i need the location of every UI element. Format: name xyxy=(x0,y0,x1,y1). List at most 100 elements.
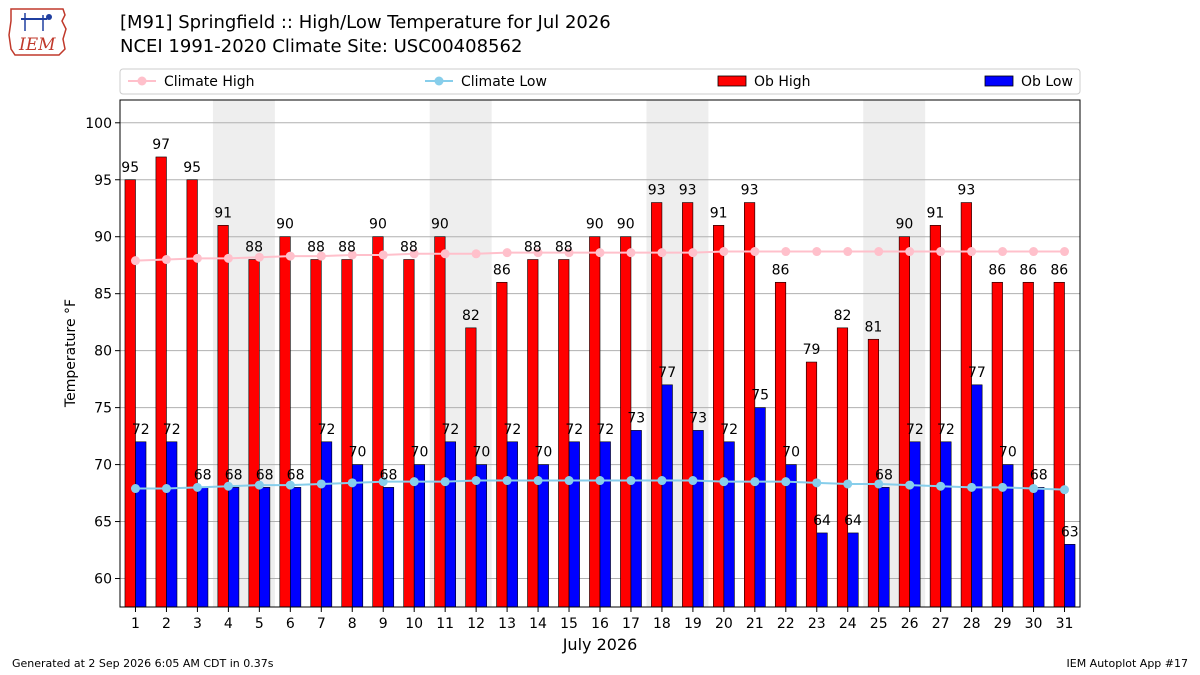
ob-high-bar xyxy=(372,236,384,608)
x-tick-label: 7 xyxy=(317,616,326,632)
ob-low-label: 73 xyxy=(689,410,707,426)
x-tick-label: 18 xyxy=(653,616,671,632)
ob-low-label: 68 xyxy=(380,467,398,483)
ob-high-label: 91 xyxy=(926,205,944,221)
ob-low-bar xyxy=(847,532,859,608)
climate-low-point xyxy=(936,481,946,491)
ob-high-label: 79 xyxy=(803,342,821,358)
ob-high-bar xyxy=(155,156,167,608)
climate-low-point xyxy=(471,476,481,486)
y-tick-label: 70 xyxy=(94,458,112,474)
x-tick-label: 13 xyxy=(498,616,516,632)
climate-low-point xyxy=(223,481,233,491)
ob-high-label: 91 xyxy=(710,205,728,221)
ob-high-bar xyxy=(248,259,260,608)
ob-high-label: 86 xyxy=(1050,262,1068,278)
x-tick-label: 20 xyxy=(715,616,733,632)
ob-low-bar xyxy=(568,441,580,608)
x-tick-label: 8 xyxy=(348,616,357,632)
climate-low-point xyxy=(719,477,729,487)
climate-low-point xyxy=(626,476,636,486)
ob-high-bar xyxy=(1022,281,1034,608)
ob-low-label: 70 xyxy=(472,445,490,461)
bars xyxy=(124,156,1076,608)
ob-high-label: 95 xyxy=(183,160,201,176)
ob-high-label: 90 xyxy=(586,217,604,233)
data-labels: 95 97 95 91 88 90 88 88 90 88 90 82 86 88 88 90 90 93 93 91… xyxy=(121,137,1078,540)
climate-high-point xyxy=(998,247,1008,257)
ob-low-bar xyxy=(940,441,952,608)
climate-high-point xyxy=(378,250,388,260)
ob-low-label: 72 xyxy=(720,422,738,438)
ob-low-label: 72 xyxy=(596,422,614,438)
ob-low-label: 72 xyxy=(318,422,336,438)
ob-high-bar xyxy=(124,179,136,608)
x-tick-label: 30 xyxy=(1025,616,1043,632)
ob-high-bar xyxy=(744,202,756,608)
climate-low-point xyxy=(750,477,760,487)
ob-low-bar xyxy=(413,464,426,608)
ob-low-label: 68 xyxy=(194,467,212,483)
x-tick-label: 12 xyxy=(467,616,485,632)
climate-low-point xyxy=(533,476,543,486)
ob-high-label: 86 xyxy=(772,262,790,278)
ob-high-label: 95 xyxy=(121,160,139,176)
climate-high-point xyxy=(1060,247,1070,257)
ob-low-bar xyxy=(506,441,518,608)
climate-low-point xyxy=(874,479,884,489)
legend: Climate High Climate Low Ob High Ob Low xyxy=(119,68,1081,95)
climate-low-point xyxy=(409,477,419,487)
y-tick-label: 95 xyxy=(94,173,112,189)
climate-low-point xyxy=(781,477,791,487)
y-tick-label: 65 xyxy=(94,515,112,531)
climate-high-point xyxy=(161,255,171,265)
climate-high-point xyxy=(688,248,698,258)
ob-low-bar xyxy=(135,441,147,608)
climate-high-point xyxy=(285,251,295,261)
ob-low-bar xyxy=(816,532,828,608)
x-tick-label: 19 xyxy=(684,616,702,632)
logo-text: IEM xyxy=(18,35,56,55)
ob-high-label: 86 xyxy=(493,262,511,278)
ob-high-label: 86 xyxy=(988,262,1006,278)
climate-lines xyxy=(130,247,1070,495)
climate-high-point xyxy=(905,247,915,257)
ob-low-label: 72 xyxy=(163,422,181,438)
ob-low-label: 68 xyxy=(256,467,274,483)
ob-low-bar xyxy=(1033,487,1045,608)
ob-high-bar xyxy=(713,225,725,608)
climate-high-point xyxy=(657,248,667,258)
ob-high-label: 93 xyxy=(957,183,975,199)
x-tick-label: 21 xyxy=(746,616,764,632)
climate-low-point xyxy=(254,480,264,490)
climate-low-point xyxy=(1029,484,1039,494)
climate-high-point xyxy=(936,247,946,257)
ob-low-bar xyxy=(630,430,642,608)
ob-high-label: 97 xyxy=(152,137,170,153)
ob-high-label: 90 xyxy=(431,217,449,233)
x-tick-label: 1 xyxy=(131,616,140,632)
ob-high-label: 90 xyxy=(617,217,635,233)
x-tick-label: 11 xyxy=(436,616,454,632)
climate-low-point xyxy=(285,480,295,490)
climate-low-point xyxy=(440,477,450,487)
ob-high-label: 88 xyxy=(555,240,573,256)
ob-high-label: 82 xyxy=(834,308,852,324)
climate-high-point xyxy=(502,248,512,258)
climate-low-point xyxy=(812,478,822,488)
legend-marker xyxy=(434,76,444,86)
ob-low-bar xyxy=(537,464,549,608)
x-tick-label: 27 xyxy=(932,616,950,632)
climate-low-point xyxy=(998,482,1008,492)
ob-low-bar xyxy=(259,487,271,608)
climate-low-point xyxy=(905,480,915,490)
climate-high-point xyxy=(192,253,202,263)
climate-low-point xyxy=(564,476,574,486)
climate-high-point xyxy=(533,248,543,258)
iem-logo: IEM xyxy=(5,5,70,60)
climate-low-point xyxy=(688,476,698,486)
ob-high-label: 88 xyxy=(400,240,418,256)
climate-high-point xyxy=(843,247,853,257)
x-tick-label: 17 xyxy=(622,616,640,632)
x-tick-label: 9 xyxy=(379,616,388,632)
